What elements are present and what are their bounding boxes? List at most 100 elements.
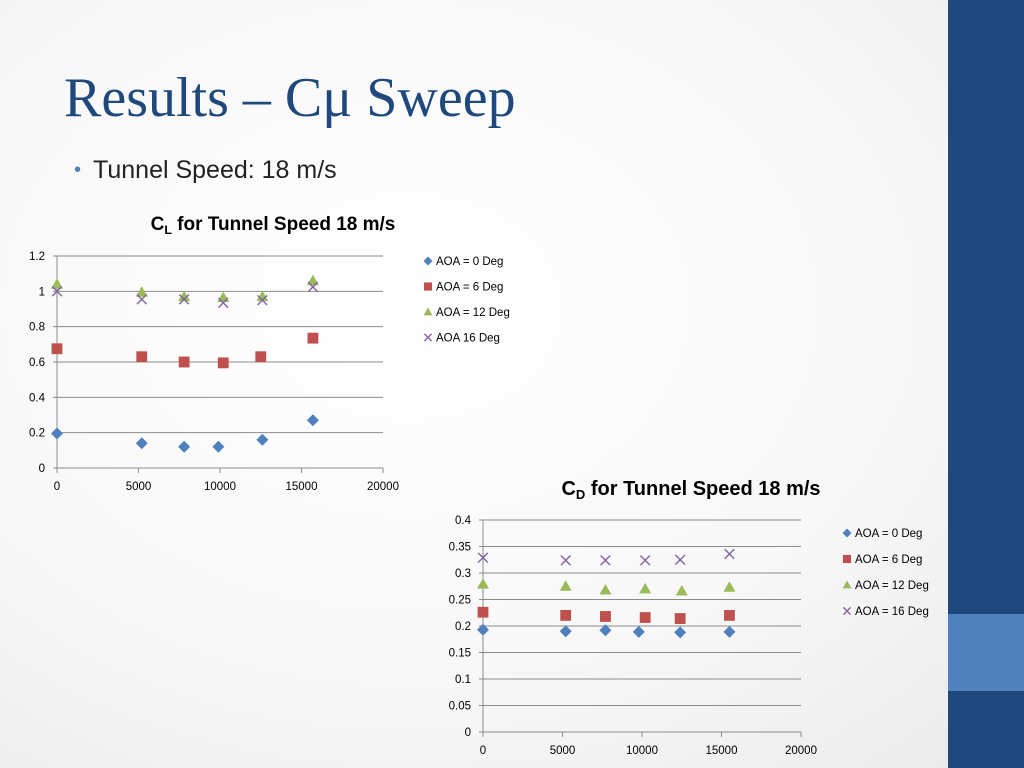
data-point bbox=[51, 278, 63, 289]
data-point bbox=[51, 343, 63, 355]
legend-entry: AOA = 0 Deg bbox=[436, 256, 503, 268]
y-tick-label: 0.1 bbox=[455, 674, 471, 686]
data-point bbox=[674, 613, 686, 624]
data-point bbox=[724, 610, 735, 621]
data-point bbox=[639, 582, 652, 594]
data-point bbox=[477, 578, 489, 589]
data-point bbox=[212, 440, 225, 453]
bullet-text: Tunnel Speed: 18 m/s bbox=[93, 156, 337, 184]
data-point bbox=[306, 414, 319, 427]
data-point bbox=[639, 612, 651, 623]
data-point bbox=[178, 290, 191, 302]
x-tick-label: 10000 bbox=[204, 481, 236, 493]
chart-title-subscript: L bbox=[164, 223, 172, 237]
legend-marker bbox=[423, 333, 433, 342]
chart-title-main: C bbox=[561, 478, 575, 500]
data-point bbox=[178, 356, 190, 368]
legend-marker bbox=[842, 528, 852, 538]
data-point bbox=[255, 351, 267, 363]
data-point bbox=[674, 554, 686, 566]
y-tick-label: 1 bbox=[39, 286, 45, 298]
data-point bbox=[560, 554, 571, 566]
y-tick-label: 0.3 bbox=[455, 568, 471, 580]
data-point bbox=[51, 427, 63, 440]
data-point bbox=[135, 437, 148, 450]
data-point bbox=[256, 433, 269, 446]
legend-marker bbox=[423, 307, 433, 316]
y-tick-label: 0.15 bbox=[449, 648, 471, 660]
cd-chart: CD for Tunnel Speed 18 m/s 0 0.05 0.1 0.15 0.… bbox=[449, 478, 929, 757]
chart-title-rest: for Tunnel Speed 18 m/s bbox=[585, 478, 820, 500]
y-tick-label: 0.2 bbox=[29, 428, 45, 440]
y-tick-label: 0.25 bbox=[449, 595, 471, 607]
y-tick-label: 0.35 bbox=[449, 542, 471, 554]
x-tick-label: 0 bbox=[480, 745, 486, 757]
chart-title: CL for Tunnel Speed 18 m/s bbox=[151, 214, 396, 237]
chart-title-subscript: D bbox=[576, 487, 585, 502]
data-point bbox=[257, 294, 268, 306]
data-point bbox=[599, 583, 612, 595]
data-point bbox=[674, 626, 687, 639]
data-point bbox=[135, 286, 148, 297]
legend-marker bbox=[423, 256, 433, 266]
slide-title: Results – Cμ Sweep bbox=[64, 67, 516, 129]
data-point bbox=[51, 286, 63, 297]
data-point bbox=[477, 623, 489, 636]
data-point bbox=[136, 351, 148, 363]
data-point bbox=[639, 554, 651, 566]
data-point bbox=[632, 625, 645, 638]
data-point bbox=[477, 552, 489, 563]
x-tick-label: 20000 bbox=[785, 745, 817, 757]
data-point bbox=[723, 581, 736, 592]
legend-marker bbox=[842, 554, 852, 564]
data-point bbox=[307, 332, 319, 344]
x-tick-label: 15000 bbox=[706, 745, 738, 757]
bullet-item: • Tunnel Speed: 18 m/s bbox=[74, 152, 337, 188]
data-point bbox=[600, 554, 611, 566]
data-point bbox=[477, 606, 489, 618]
chart-title-rest: for Tunnel Speed 18 m/s bbox=[172, 214, 395, 235]
y-tick-label: 0.4 bbox=[455, 515, 472, 527]
legend-entry: AOA = 6 Deg bbox=[436, 282, 503, 294]
y-tick-label: 0.05 bbox=[449, 701, 471, 713]
legend-entry: AOA = 12 Deg bbox=[855, 580, 929, 592]
legend-marker bbox=[423, 282, 433, 291]
y-tick-label: 0 bbox=[39, 463, 45, 475]
data-point bbox=[559, 580, 572, 591]
legend-entry: AOA 16 Deg bbox=[436, 333, 500, 345]
x-tick-label: 10000 bbox=[626, 745, 658, 757]
x-tick-label: 20000 bbox=[367, 481, 399, 493]
x-tick-label: 0 bbox=[54, 481, 60, 493]
data-point bbox=[178, 293, 190, 305]
data-point bbox=[600, 611, 611, 622]
bullet-icon: • bbox=[74, 159, 82, 181]
y-tick-label: 0 bbox=[465, 727, 471, 739]
data-point bbox=[217, 357, 229, 369]
y-tick-label: 0.2 bbox=[455, 621, 471, 633]
legend-entry: AOA = 0 Deg bbox=[855, 528, 922, 540]
legend-entry: AOA = 16 Deg bbox=[855, 606, 929, 618]
data-point bbox=[723, 625, 736, 638]
legend-entry: AOA = 6 Deg bbox=[855, 554, 922, 566]
data-point bbox=[599, 624, 612, 637]
y-tick-label: 0.4 bbox=[29, 392, 46, 404]
x-tick-label: 5000 bbox=[126, 481, 152, 493]
cl-chart: CL for Tunnel Speed 18 m/s 0 0.2 0.4 0.6 0.8 1… bbox=[29, 214, 510, 493]
x-tick-label: 15000 bbox=[286, 481, 318, 493]
chart-title-main: C bbox=[151, 214, 165, 235]
data-point bbox=[724, 548, 735, 560]
data-point bbox=[307, 281, 319, 293]
legend-marker bbox=[842, 606, 852, 616]
data-point bbox=[306, 274, 319, 286]
chart-title: CD for Tunnel Speed 18 m/s bbox=[561, 478, 820, 502]
data-point bbox=[559, 625, 572, 638]
data-point bbox=[178, 440, 191, 453]
data-point bbox=[136, 293, 148, 305]
y-tick-label: 0.8 bbox=[29, 322, 45, 334]
y-tick-label: 1.2 bbox=[29, 251, 45, 263]
x-tick-label: 5000 bbox=[550, 745, 576, 757]
sidebar-accent bbox=[948, 614, 1024, 691]
data-point bbox=[675, 585, 688, 596]
y-tick-label: 0.6 bbox=[29, 357, 45, 369]
legend-marker bbox=[842, 580, 852, 589]
